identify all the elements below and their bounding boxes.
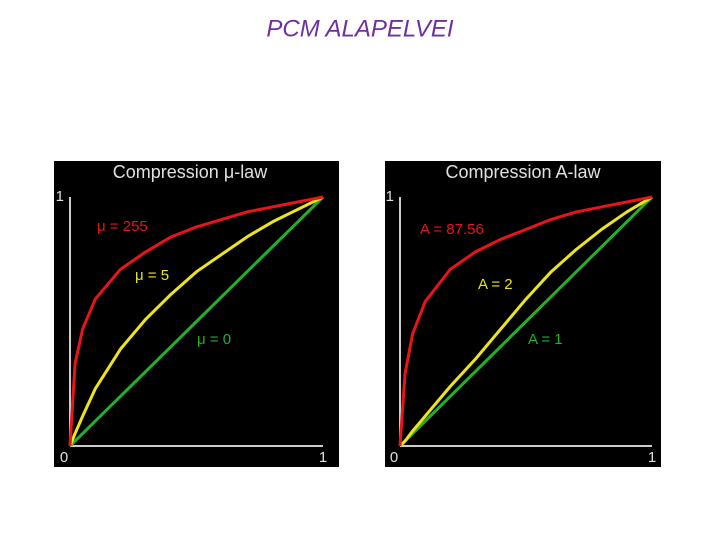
series-line	[68, 195, 324, 447]
series-label: A = 1	[528, 331, 563, 348]
series-line	[398, 195, 653, 448]
chart-title: Compression A-law	[445, 162, 601, 182]
series-line	[68, 195, 324, 447]
series-line	[398, 195, 654, 448]
x-tick-label: 0	[60, 449, 68, 466]
series-label: μ = 255	[97, 218, 148, 235]
y-tick-label: 1	[56, 188, 64, 205]
chart-title: Compression μ-law	[113, 162, 268, 182]
series-label: μ = 0	[197, 331, 231, 348]
chart: Compression A-law 0 1 1 A = 87.56 A = 2 A = 1	[385, 161, 661, 467]
x-tick-label: 1	[648, 449, 656, 466]
x-tick-label: 1	[319, 449, 327, 466]
chart: Compression μ-law 0 1 1 μ = 255 μ = 5 μ = 0	[54, 161, 339, 467]
x-tick-label: 0	[390, 449, 398, 466]
series-label: A = 2	[478, 276, 513, 293]
series-line	[398, 195, 653, 447]
series-label: A = 87.56	[420, 221, 484, 238]
y-tick-label: 1	[386, 188, 394, 205]
series-line	[68, 195, 325, 448]
series-label: μ = 5	[135, 267, 169, 284]
slide-title: PCM ALAPELVEI	[266, 15, 454, 42]
